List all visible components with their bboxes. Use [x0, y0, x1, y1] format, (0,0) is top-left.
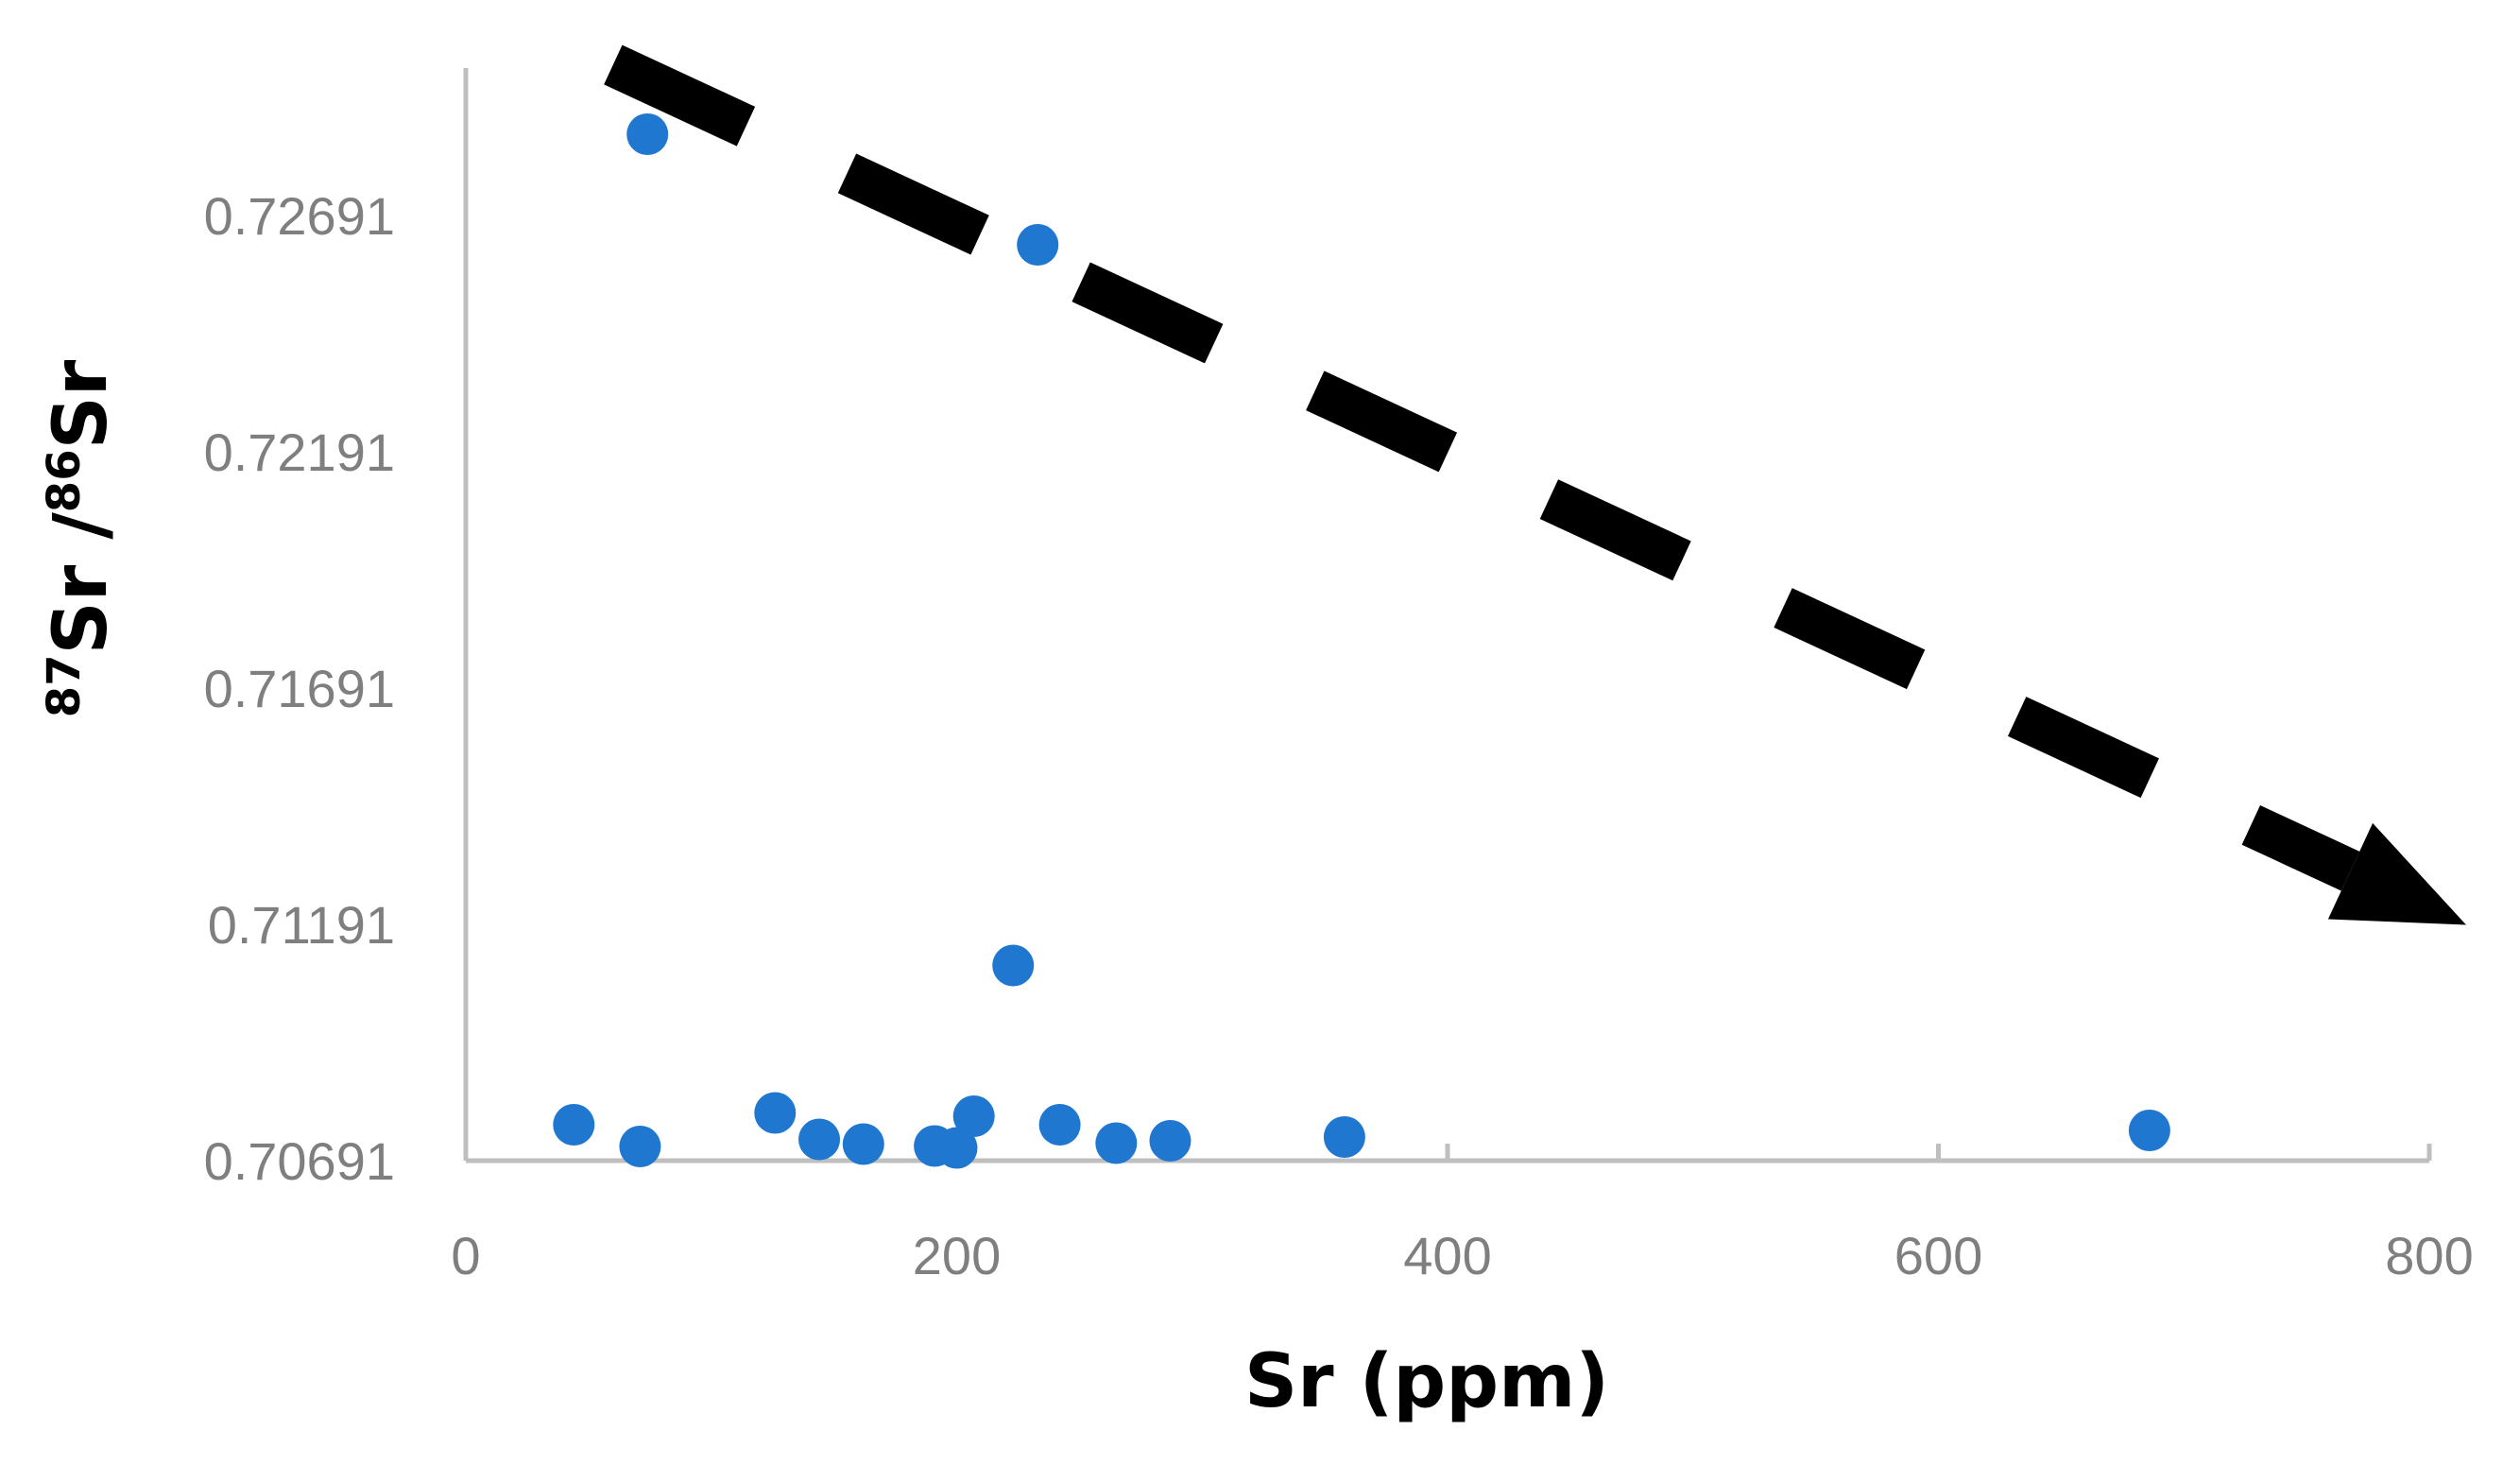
- data-point: [553, 1104, 595, 1146]
- x-tick-label: 400: [1403, 1226, 1491, 1285]
- y-tick-label: 0.72691: [204, 186, 395, 246]
- data-point: [626, 113, 669, 155]
- y-axis-title: 87Sr /86Sr: [38, 359, 124, 717]
- x-tick-label: 600: [1894, 1226, 1982, 1285]
- y-axis-title-sup-86: 86: [38, 449, 91, 512]
- y-axis-title-sr-2: Sr: [39, 359, 124, 449]
- y-tick-label: 0.71191: [208, 895, 395, 955]
- trend-arrow-shaft: [604, 44, 2360, 891]
- data-point: [992, 944, 1035, 987]
- data-point: [952, 1095, 995, 1137]
- data-point: [1323, 1116, 1365, 1158]
- data-point: [754, 1092, 797, 1134]
- trend-arrow: [604, 44, 2466, 925]
- data-point: [1017, 224, 1059, 266]
- data-point: [2128, 1110, 2170, 1151]
- x-axis-title: Sr (ppm): [1244, 1339, 1609, 1424]
- y-axis-title-sup-87: 87: [38, 654, 91, 717]
- data-point: [1095, 1122, 1138, 1164]
- data-point: [1038, 1104, 1081, 1146]
- data-point: [935, 1127, 978, 1169]
- y-tick-label: 0.70691: [204, 1131, 395, 1191]
- x-tick-label: 0: [451, 1226, 480, 1285]
- y-axis-title-sr-1: Sr /: [39, 512, 124, 655]
- y-tick-labels: 0.70691 0.71191 0.71691 0.72191 0.72691: [204, 186, 395, 1191]
- data-points: [553, 113, 2170, 1169]
- x-tick-label: 800: [2385, 1226, 2473, 1285]
- data-point: [842, 1123, 884, 1165]
- x-tick-labels: 0 200 400 600 800: [451, 1226, 2473, 1285]
- data-point: [1149, 1120, 1191, 1162]
- x-tick-label: 200: [913, 1226, 1001, 1285]
- trend-arrow-head: [2327, 822, 2466, 925]
- y-tick-label: 0.71691: [204, 659, 395, 718]
- data-point: [798, 1118, 841, 1161]
- data-point: [619, 1126, 661, 1167]
- y-tick-label: 0.72191: [204, 422, 395, 482]
